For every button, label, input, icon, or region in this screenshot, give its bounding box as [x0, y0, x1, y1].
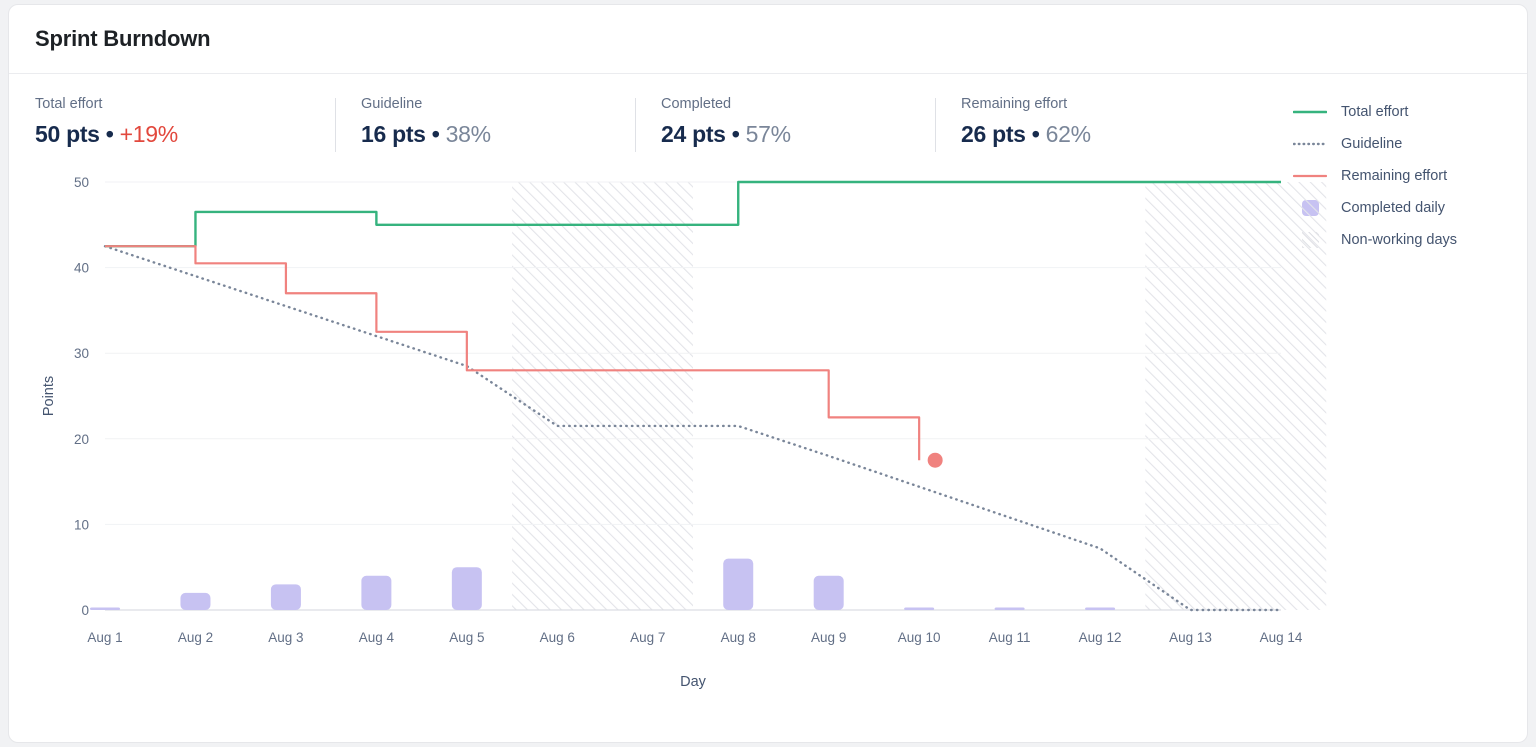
sprint-burndown-card: Sprint Burndown Total effort 50 pts • +1…	[8, 4, 1528, 743]
x-tick-label: Aug 4	[359, 630, 395, 645]
x-tick-label: Aug 12	[1079, 630, 1122, 645]
stat-label: Total effort	[35, 96, 103, 112]
bar-completed-daily[interactable]	[813, 575, 844, 610]
x-tick-label: Aug 1	[87, 630, 122, 645]
stat-total-effort: Total effort 50 pts • +19%	[35, 96, 335, 160]
bar-completed-daily[interactable]	[180, 592, 211, 610]
x-tick-label: Aug 14	[1260, 630, 1303, 645]
stats-strip: Total effort 50 pts • +19% Guideline 16 …	[9, 74, 1527, 160]
y-tick-label: 0	[81, 603, 89, 618]
legend-label: Guideline	[1341, 136, 1403, 152]
x-tick-label: Aug 10	[898, 630, 941, 645]
stat-primary-value: 16 pts	[361, 121, 426, 147]
stat-separator: •	[105, 121, 114, 147]
legend-item-guideline[interactable]: Guideline	[1291, 128, 1511, 160]
x-tick-label: Aug 5	[449, 630, 484, 645]
stat-guideline: Guideline 16 pts • 38%	[335, 96, 635, 160]
stat-separator: •	[731, 121, 740, 147]
stat-delta: 62%	[1045, 121, 1091, 147]
chart-canvas: 0 10 20 30 40 50 Points Aug 1 Aug 2 Aug 3 Aug 4 Aug…	[41, 175, 1327, 690]
line-solid-green-icon	[1291, 104, 1329, 120]
bar-completed-daily[interactable]	[904, 607, 935, 611]
stat-value: 26 pts • 62%	[961, 121, 1209, 148]
stat-label: Remaining effort	[961, 96, 1068, 112]
x-axis-title: Day	[680, 674, 707, 690]
stat-primary-value: 24 pts	[661, 121, 726, 147]
x-tick-label: Aug 9	[811, 630, 846, 645]
x-tick-label: Aug 11	[989, 630, 1031, 645]
x-tick-label: Aug 7	[630, 630, 665, 645]
bar-completed-daily[interactable]	[90, 607, 120, 611]
stat-separator: •	[431, 121, 440, 147]
bar-completed-daily[interactable]	[1085, 607, 1116, 611]
y-tick-label: 30	[74, 346, 89, 361]
bar-completed-daily[interactable]	[994, 607, 1025, 611]
bar-completed-daily[interactable]	[361, 575, 392, 610]
stat-value: 16 pts • 38%	[361, 121, 609, 148]
stat-primary-value: 26 pts	[961, 121, 1026, 147]
x-tick-label: Aug 3	[268, 630, 303, 645]
y-tick-label: 20	[74, 432, 89, 447]
x-tick-label: Aug 2	[178, 630, 213, 645]
stat-value: 24 pts • 57%	[661, 121, 909, 148]
legend-label: Completed daily	[1341, 200, 1445, 216]
card-header: Sprint Burndown	[9, 5, 1527, 74]
x-tick-label: Aug 6	[540, 630, 575, 645]
y-tick-label: 50	[74, 175, 89, 190]
stat-label: Completed	[661, 96, 732, 112]
bar-completed-daily[interactable]	[270, 584, 301, 610]
legend-label: Total effort	[1341, 104, 1409, 120]
x-tick-label: Aug 8	[721, 630, 756, 645]
stat-delta: 38%	[445, 121, 491, 147]
bar-completed-daily[interactable]	[451, 567, 482, 610]
legend-item-remaining-effort[interactable]: Remaining effort	[1291, 160, 1511, 192]
stat-separator: •	[1031, 121, 1040, 147]
stat-label: Guideline	[361, 96, 423, 112]
series-line-guideline[interactable]	[103, 244, 1283, 612]
remaining-effort-end-marker[interactable]	[927, 452, 943, 468]
legend-label: Remaining effort	[1341, 168, 1448, 184]
stat-delta: +19%	[119, 121, 179, 147]
legend-item-total-effort[interactable]: Total effort	[1291, 96, 1511, 128]
series-line-total-effort[interactable]	[105, 180, 1281, 248]
page-title: Sprint Burndown	[35, 26, 211, 51]
y-tick-label: 10	[74, 517, 89, 532]
y-tick-label: 40	[74, 261, 89, 276]
y-axis-title: Points	[41, 376, 57, 416]
stat-delta: 57%	[745, 121, 791, 147]
stat-primary-value: 50 pts	[35, 121, 100, 147]
non-working-band	[1145, 182, 1327, 610]
stat-completed: Completed 24 pts • 57%	[635, 96, 935, 160]
burndown-chart: 0 10 20 30 40 50 Points Aug 1 Aug 2 Aug 3 Aug 4 Aug…	[9, 160, 1527, 720]
legend-label: Non-working days	[1341, 232, 1458, 248]
line-solid-red-icon	[1291, 168, 1329, 184]
bar-completed-daily[interactable]	[723, 558, 754, 610]
stat-remaining-effort: Remaining effort 26 pts • 62%	[935, 96, 1235, 160]
card-body: Total effort 50 pts • +19% Guideline 16 …	[9, 74, 1527, 720]
line-dotted-gray-icon	[1291, 136, 1329, 152]
non-working-band	[512, 182, 693, 610]
series-line-remaining-effort[interactable]	[105, 245, 921, 461]
stat-value: 50 pts • +19%	[35, 121, 309, 148]
x-tick-label: Aug 13	[1169, 630, 1212, 645]
